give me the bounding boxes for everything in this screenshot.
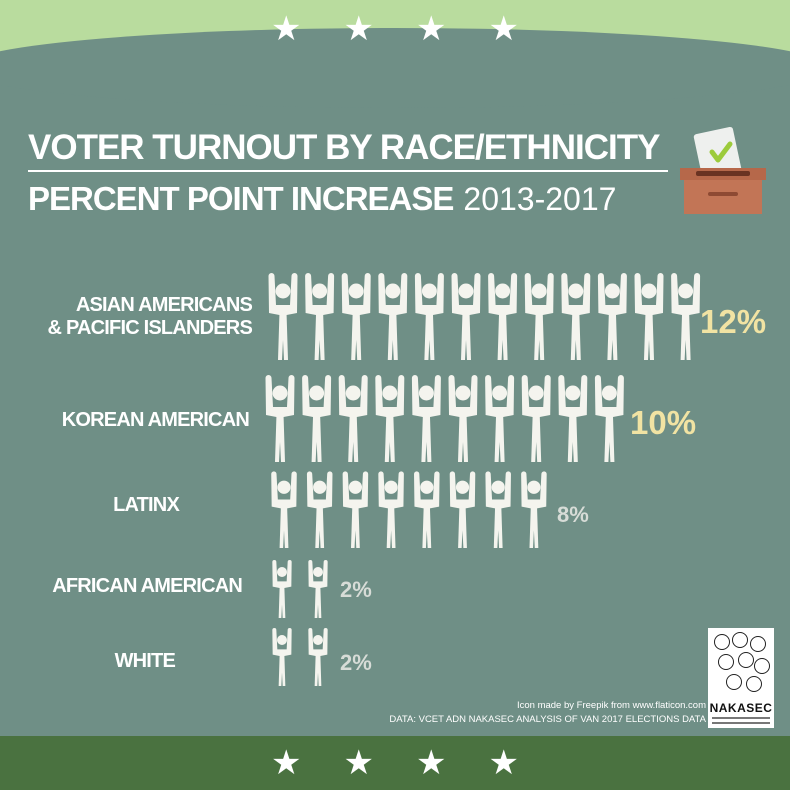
person-icon <box>634 273 664 360</box>
value-label-aapi: 12% <box>700 303 767 340</box>
category-label-korean-american: KOREAN AMERICAN <box>61 409 250 431</box>
person-icon <box>521 375 551 462</box>
bottom-band <box>0 736 790 790</box>
subtitle-years: 2013-2017 <box>463 181 617 217</box>
value-label-white: 2% <box>340 650 372 675</box>
category-label-line: & PACIFIC ISLANDERS <box>47 317 253 339</box>
person-icon <box>308 560 328 618</box>
top-band <box>0 0 790 108</box>
person-icon <box>524 273 554 360</box>
star-icon: ★ <box>488 743 519 783</box>
data-source: DATA: VCET ADN NAKASEC ANALYSIS OF VAN 2… <box>389 714 706 725</box>
top-stars: ★ ★ ★ ★ <box>0 12 790 46</box>
person-icon <box>341 273 371 360</box>
person-icon <box>414 273 444 360</box>
person-icon <box>414 471 440 548</box>
star-icon: ★ <box>271 9 302 49</box>
value-label-korean-american: 10% <box>630 404 697 441</box>
ballot-box-icon <box>680 126 766 214</box>
person-icon <box>308 628 328 686</box>
star-icon: ★ <box>271 743 302 783</box>
title-divider <box>28 170 668 172</box>
person-icon <box>268 273 298 360</box>
category-label-line: ASIAN AMERICANS <box>75 294 253 316</box>
person-icon <box>558 375 588 462</box>
person-icon <box>488 273 518 360</box>
person-icon <box>272 560 292 618</box>
star-icon: ★ <box>416 9 447 49</box>
category-label-latinx: LATINX <box>113 494 180 516</box>
person-icon <box>338 375 368 462</box>
person-icon <box>305 273 335 360</box>
person-icon <box>306 471 333 548</box>
icon-credit: Icon made by Freepik from www.flaticon.c… <box>516 700 706 711</box>
person-icon <box>342 471 369 548</box>
person-icon <box>594 375 624 462</box>
subtitle-text: PERCENT POINT INCREASE <box>28 180 454 217</box>
person-icon <box>561 273 591 360</box>
person-icon <box>671 273 701 360</box>
person-icon <box>271 471 297 548</box>
person-icon <box>272 628 292 686</box>
person-icon <box>597 273 627 360</box>
person-icon <box>521 471 547 548</box>
person-icon <box>265 375 295 462</box>
person-icon <box>411 375 441 462</box>
value-label-latinx: 8% <box>557 502 589 527</box>
person-icon <box>485 471 511 548</box>
category-label-african-american: AFRICAN AMERICAN <box>52 575 243 597</box>
value-label-african-american: 2% <box>340 577 372 602</box>
logo-name: NAKASEC <box>709 701 773 715</box>
bottom-stars: ★ ★ ★ ★ <box>0 746 790 780</box>
person-icon <box>378 471 404 548</box>
star-icon: ★ <box>416 743 447 783</box>
person-icon <box>449 471 476 548</box>
person-icon <box>378 273 408 360</box>
person-icon <box>485 375 515 462</box>
star-icon: ★ <box>488 9 519 49</box>
chart-title: VOTER TURNOUT BY RACE/ETHNICITY <box>28 128 660 167</box>
person-icon <box>448 375 478 462</box>
star-icon: ★ <box>343 743 374 783</box>
category-label-aapi: ASIAN AMERICANS & PACIFIC ISLANDERS <box>47 294 253 340</box>
nakasec-logo: NAKASEC <box>708 628 774 728</box>
category-label-white: WHITE <box>114 650 176 672</box>
star-icon: ★ <box>343 9 374 49</box>
person-icon <box>375 375 405 462</box>
person-icon <box>302 375 332 462</box>
chart-subtitle: PERCENT POINT INCREASE 2013-2017 <box>28 180 616 218</box>
person-icon <box>451 273 481 360</box>
